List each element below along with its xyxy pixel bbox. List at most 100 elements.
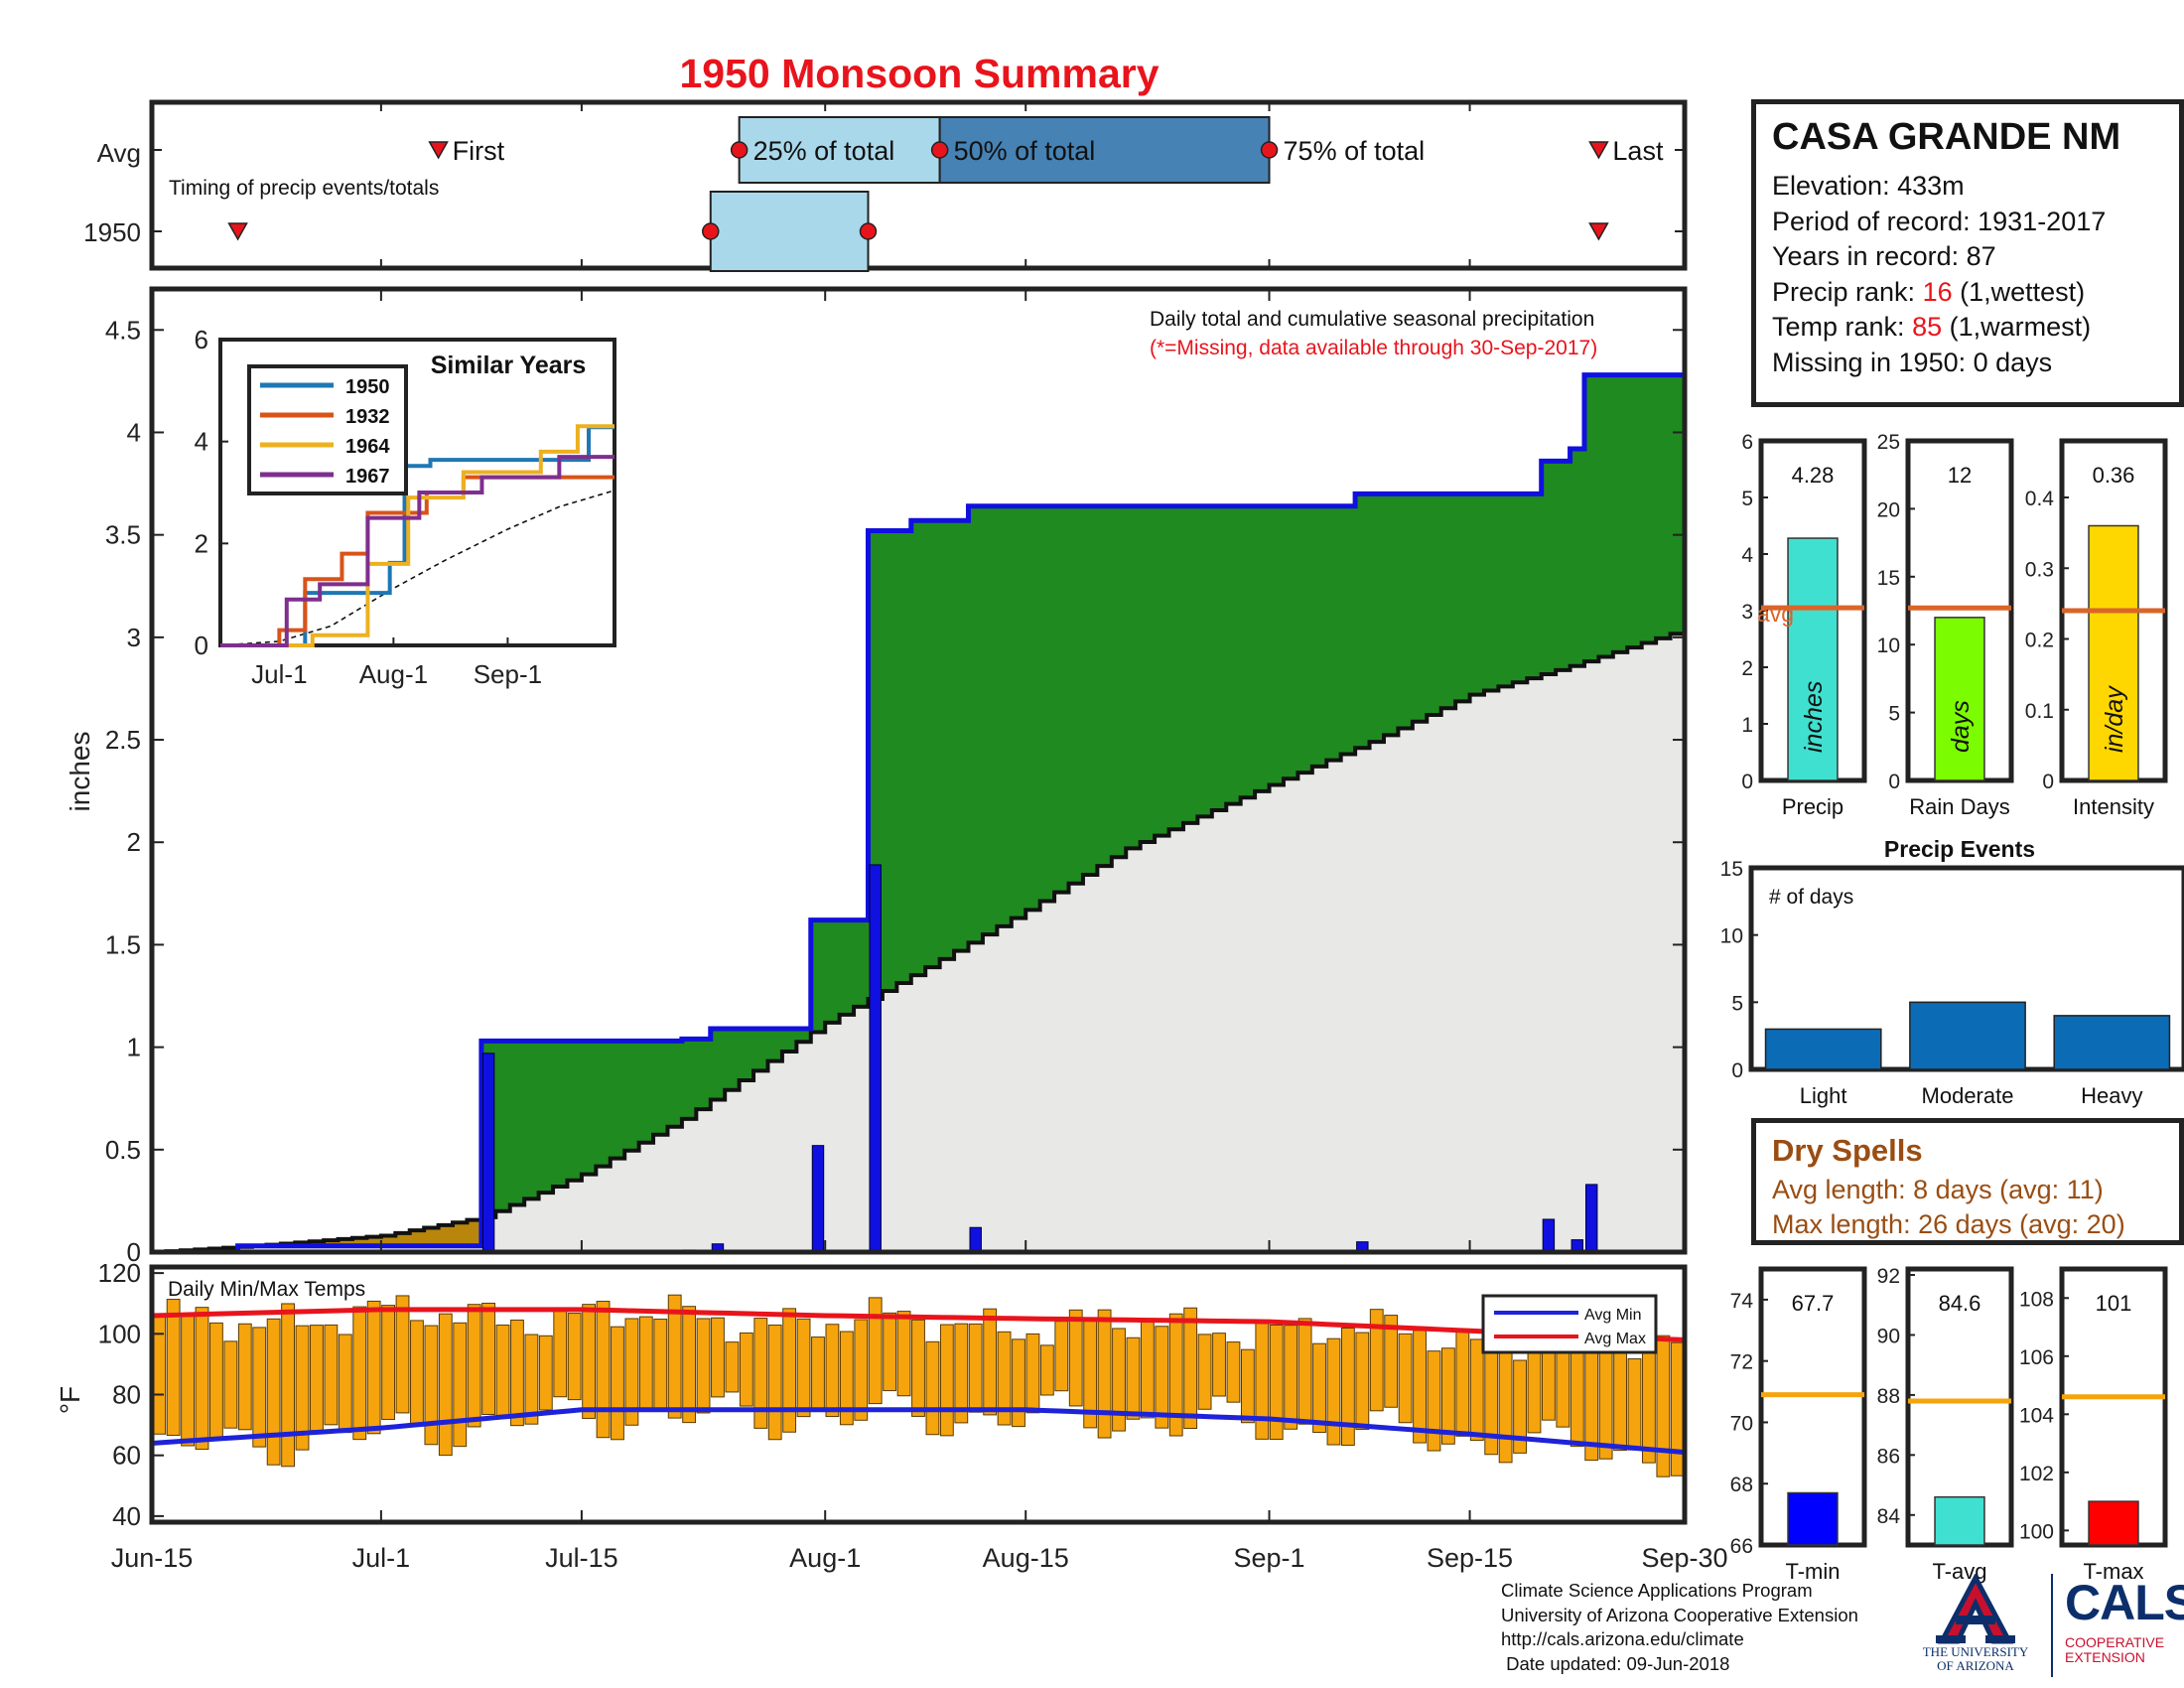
- panel-label: Rain Days: [1909, 794, 2009, 819]
- daily-precip-bar: [869, 864, 882, 1253]
- daily-temp-bar: [667, 1294, 682, 1419]
- avg-p75-marker: [1260, 141, 1279, 159]
- temps-marks: [151, 1294, 1686, 1477]
- panel-y-tick-label: 4: [1741, 544, 1753, 567]
- panel-y-tick-label: 25: [1877, 431, 1900, 454]
- year-first-marker: [227, 222, 248, 241]
- date-tick-label: Sep-1: [1234, 1543, 1305, 1573]
- daily-temp-bar: [310, 1325, 324, 1432]
- daily-temp-bar: [1183, 1307, 1198, 1429]
- daily-temp-bar: [825, 1324, 840, 1418]
- daily-temp-bar: [1498, 1336, 1513, 1464]
- precip-main-chart: 0 0.5 1 1.5 2 2.5 3 3.5 4 4.5 inches Daily total …: [65, 286, 1688, 1267]
- daily-temp-bar: [839, 1331, 854, 1426]
- panel-y-tick-label: 0.1: [2025, 700, 2054, 723]
- temp-y-tick-label: 40: [112, 1501, 141, 1531]
- panel-y-tick-label: 72: [1730, 1351, 1753, 1374]
- daily-temp-bar: [1312, 1342, 1326, 1434]
- daily-temp-bar: [1140, 1319, 1155, 1419]
- daily-temp-bar: [223, 1340, 238, 1429]
- daily-temp-bar: [1297, 1318, 1312, 1425]
- dry-spells-max: Max length: 26 days (avg: 20): [1772, 1209, 2125, 1239]
- legend-label-1967: 1967: [345, 466, 390, 488]
- avg-p50-marker: [930, 141, 949, 159]
- precip-events-chart: Precip Events # of days 0 5 10 15 Light Modera…: [1720, 836, 2184, 1108]
- station-name: CASA GRANDE NM: [1772, 116, 2121, 158]
- precip-events-ylabel: # of days: [1769, 886, 1853, 909]
- daily-temp-bar: [782, 1308, 797, 1433]
- daily-temp-bar: [1168, 1313, 1183, 1437]
- panel-y-tick-label: 104: [2019, 1404, 2054, 1427]
- similar-years-marks: 0 2 4 6 Jul-1 Aug-1 Sep-1: [195, 325, 615, 689]
- panel-y-tick-label: 70: [1730, 1412, 1753, 1435]
- daily-temp-bar: [911, 1319, 925, 1417]
- timing-panel: Avg 1950 Timing of precip events/totals …: [83, 99, 1688, 272]
- daily-temp-bar: [1112, 1328, 1126, 1432]
- missing-line: Missing in 1950: 0 days: [1772, 347, 2053, 377]
- legend-label-1950: 1950: [345, 376, 390, 398]
- temp-means-panels: 67.76668707274T-min84.68486889092T-avg10…: [1730, 1265, 2168, 1584]
- daily-precip-bar: [1542, 1218, 1556, 1253]
- precip-main-note1: Daily total and cumulative seasonal prec…: [1150, 308, 1594, 331]
- panel-y-tick-label: 74: [1730, 1290, 1754, 1313]
- date-x-axis: Jun-15 Jul-1 Jul-15 Aug-1 Aug-15 Sep-1 Sep-15 S…: [111, 1510, 1728, 1573]
- year-25-50-box: [709, 191, 870, 272]
- elevation-line: Elevation: 433m: [1772, 171, 1965, 201]
- daily-temp-bar: [868, 1297, 883, 1405]
- daily-temp-bar: [954, 1323, 969, 1424]
- daily-temp-bar: [611, 1326, 624, 1441]
- y-tick-label: 4: [127, 417, 141, 447]
- daily-temp-bar: [1255, 1322, 1270, 1440]
- panel-rain-days: 12 0 5 10 15 20 25 Rain Days days: [1877, 431, 2014, 819]
- precip-main-marks: [152, 372, 1685, 1255]
- station-info-box: CASA GRANDE NM Elevation: 433m Period of…: [1751, 99, 2184, 407]
- panel-label: T-min: [1786, 1559, 1841, 1584]
- temps-legend: Avg Min Avg Max: [1481, 1294, 1658, 1354]
- daily-temp-bar: [237, 1323, 252, 1431]
- y-tick-label: 1: [127, 1033, 141, 1062]
- year-p50-marker: [859, 222, 878, 240]
- panel-y-tick-label: 10: [1877, 634, 1900, 657]
- cumulative-average-line: [152, 632, 1685, 1254]
- panel-y-tick-label: 0: [1741, 771, 1753, 793]
- panel-frame: [2059, 1266, 2168, 1548]
- footer-date: Date updated: 09-Jun-2018: [1501, 1652, 1730, 1674]
- daily-precip-bar: [1584, 1184, 1598, 1253]
- precip-events-category: Heavy: [2081, 1083, 2142, 1108]
- label-first: First: [453, 136, 505, 166]
- daily-temp-bar: [467, 1304, 481, 1428]
- daily-temp-bar: [1355, 1332, 1370, 1431]
- avg-max-line: [151, 1307, 1686, 1342]
- panel-bar: [1787, 537, 1839, 781]
- footer-link[interactable]: http://cals.arizona.edu/climate: [1501, 1628, 1744, 1649]
- panel-y-tick-label: 108: [2019, 1288, 2054, 1311]
- season-totals-panels: 4.280123456Precipinchesavg120510152025Ra…: [1741, 431, 2168, 819]
- daily-temp-bar: [1613, 1336, 1627, 1452]
- daily-temp-bar: [410, 1320, 424, 1425]
- label-75: 75% of total: [1284, 136, 1426, 166]
- daily-temp-bar: [166, 1299, 181, 1436]
- daily-temp-bar: [1427, 1350, 1441, 1452]
- avg-min-line: [151, 1407, 1686, 1456]
- precip-events-marks: # of days 0 5 10 15 Light Moderate Heavy: [1720, 858, 2184, 1108]
- panel-y-tick-label: 0: [2042, 771, 2054, 793]
- daily-temp-bar: [553, 1309, 568, 1398]
- daily-temp-bar: [767, 1324, 782, 1441]
- avg-25-50-box: [738, 116, 941, 184]
- temp-y-tick-label: 80: [112, 1380, 141, 1410]
- arizona-a-icon: [1936, 1572, 2015, 1644]
- y-tick-label: 4.5: [105, 315, 141, 345]
- panel-y-tick-label: 0: [1888, 771, 1900, 793]
- temp-y-tick-label: 100: [98, 1319, 141, 1348]
- daily-temp-bar: [725, 1341, 740, 1393]
- daily-temp-bar: [682, 1306, 697, 1424]
- daily-temp-bar: [352, 1306, 367, 1441]
- daily-temp-bar: [281, 1303, 295, 1468]
- panel-y-tick-label: 20: [1877, 498, 1900, 521]
- panel-t-min: 67.7 66 68 70 72 74 T-min: [1730, 1266, 1867, 1584]
- precip-events-bar: [2053, 1015, 2171, 1070]
- daily-temp-bar: [1670, 1341, 1685, 1477]
- panel-y-tick-label: 102: [2019, 1463, 2054, 1485]
- panel-label: T-max: [2083, 1559, 2143, 1584]
- daily-temp-bar: [295, 1325, 310, 1451]
